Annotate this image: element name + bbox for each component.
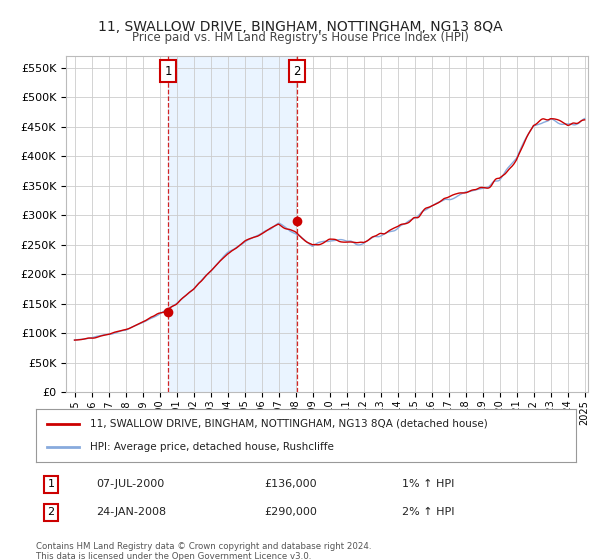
Text: 2: 2	[293, 64, 301, 78]
Text: 11, SWALLOW DRIVE, BINGHAM, NOTTINGHAM, NG13 8QA (detached house): 11, SWALLOW DRIVE, BINGHAM, NOTTINGHAM, …	[90, 419, 488, 429]
Text: £290,000: £290,000	[264, 507, 317, 517]
Text: £136,000: £136,000	[264, 479, 317, 489]
Text: Price paid vs. HM Land Registry's House Price Index (HPI): Price paid vs. HM Land Registry's House …	[131, 31, 469, 44]
Text: 1: 1	[164, 64, 172, 78]
Text: HPI: Average price, detached house, Rushcliffe: HPI: Average price, detached house, Rush…	[90, 442, 334, 452]
Text: 2: 2	[47, 507, 55, 517]
Text: Contains HM Land Registry data © Crown copyright and database right 2024.
This d: Contains HM Land Registry data © Crown c…	[36, 542, 371, 560]
Text: 07-JUL-2000: 07-JUL-2000	[96, 479, 164, 489]
Bar	[169, 56, 297, 392]
Text: 1% ↑ HPI: 1% ↑ HPI	[402, 479, 454, 489]
Text: 2% ↑ HPI: 2% ↑ HPI	[402, 507, 455, 517]
Text: 11, SWALLOW DRIVE, BINGHAM, NOTTINGHAM, NG13 8QA: 11, SWALLOW DRIVE, BINGHAM, NOTTINGHAM, …	[98, 20, 502, 34]
Text: 24-JAN-2008: 24-JAN-2008	[96, 507, 166, 517]
Text: 1: 1	[47, 479, 55, 489]
